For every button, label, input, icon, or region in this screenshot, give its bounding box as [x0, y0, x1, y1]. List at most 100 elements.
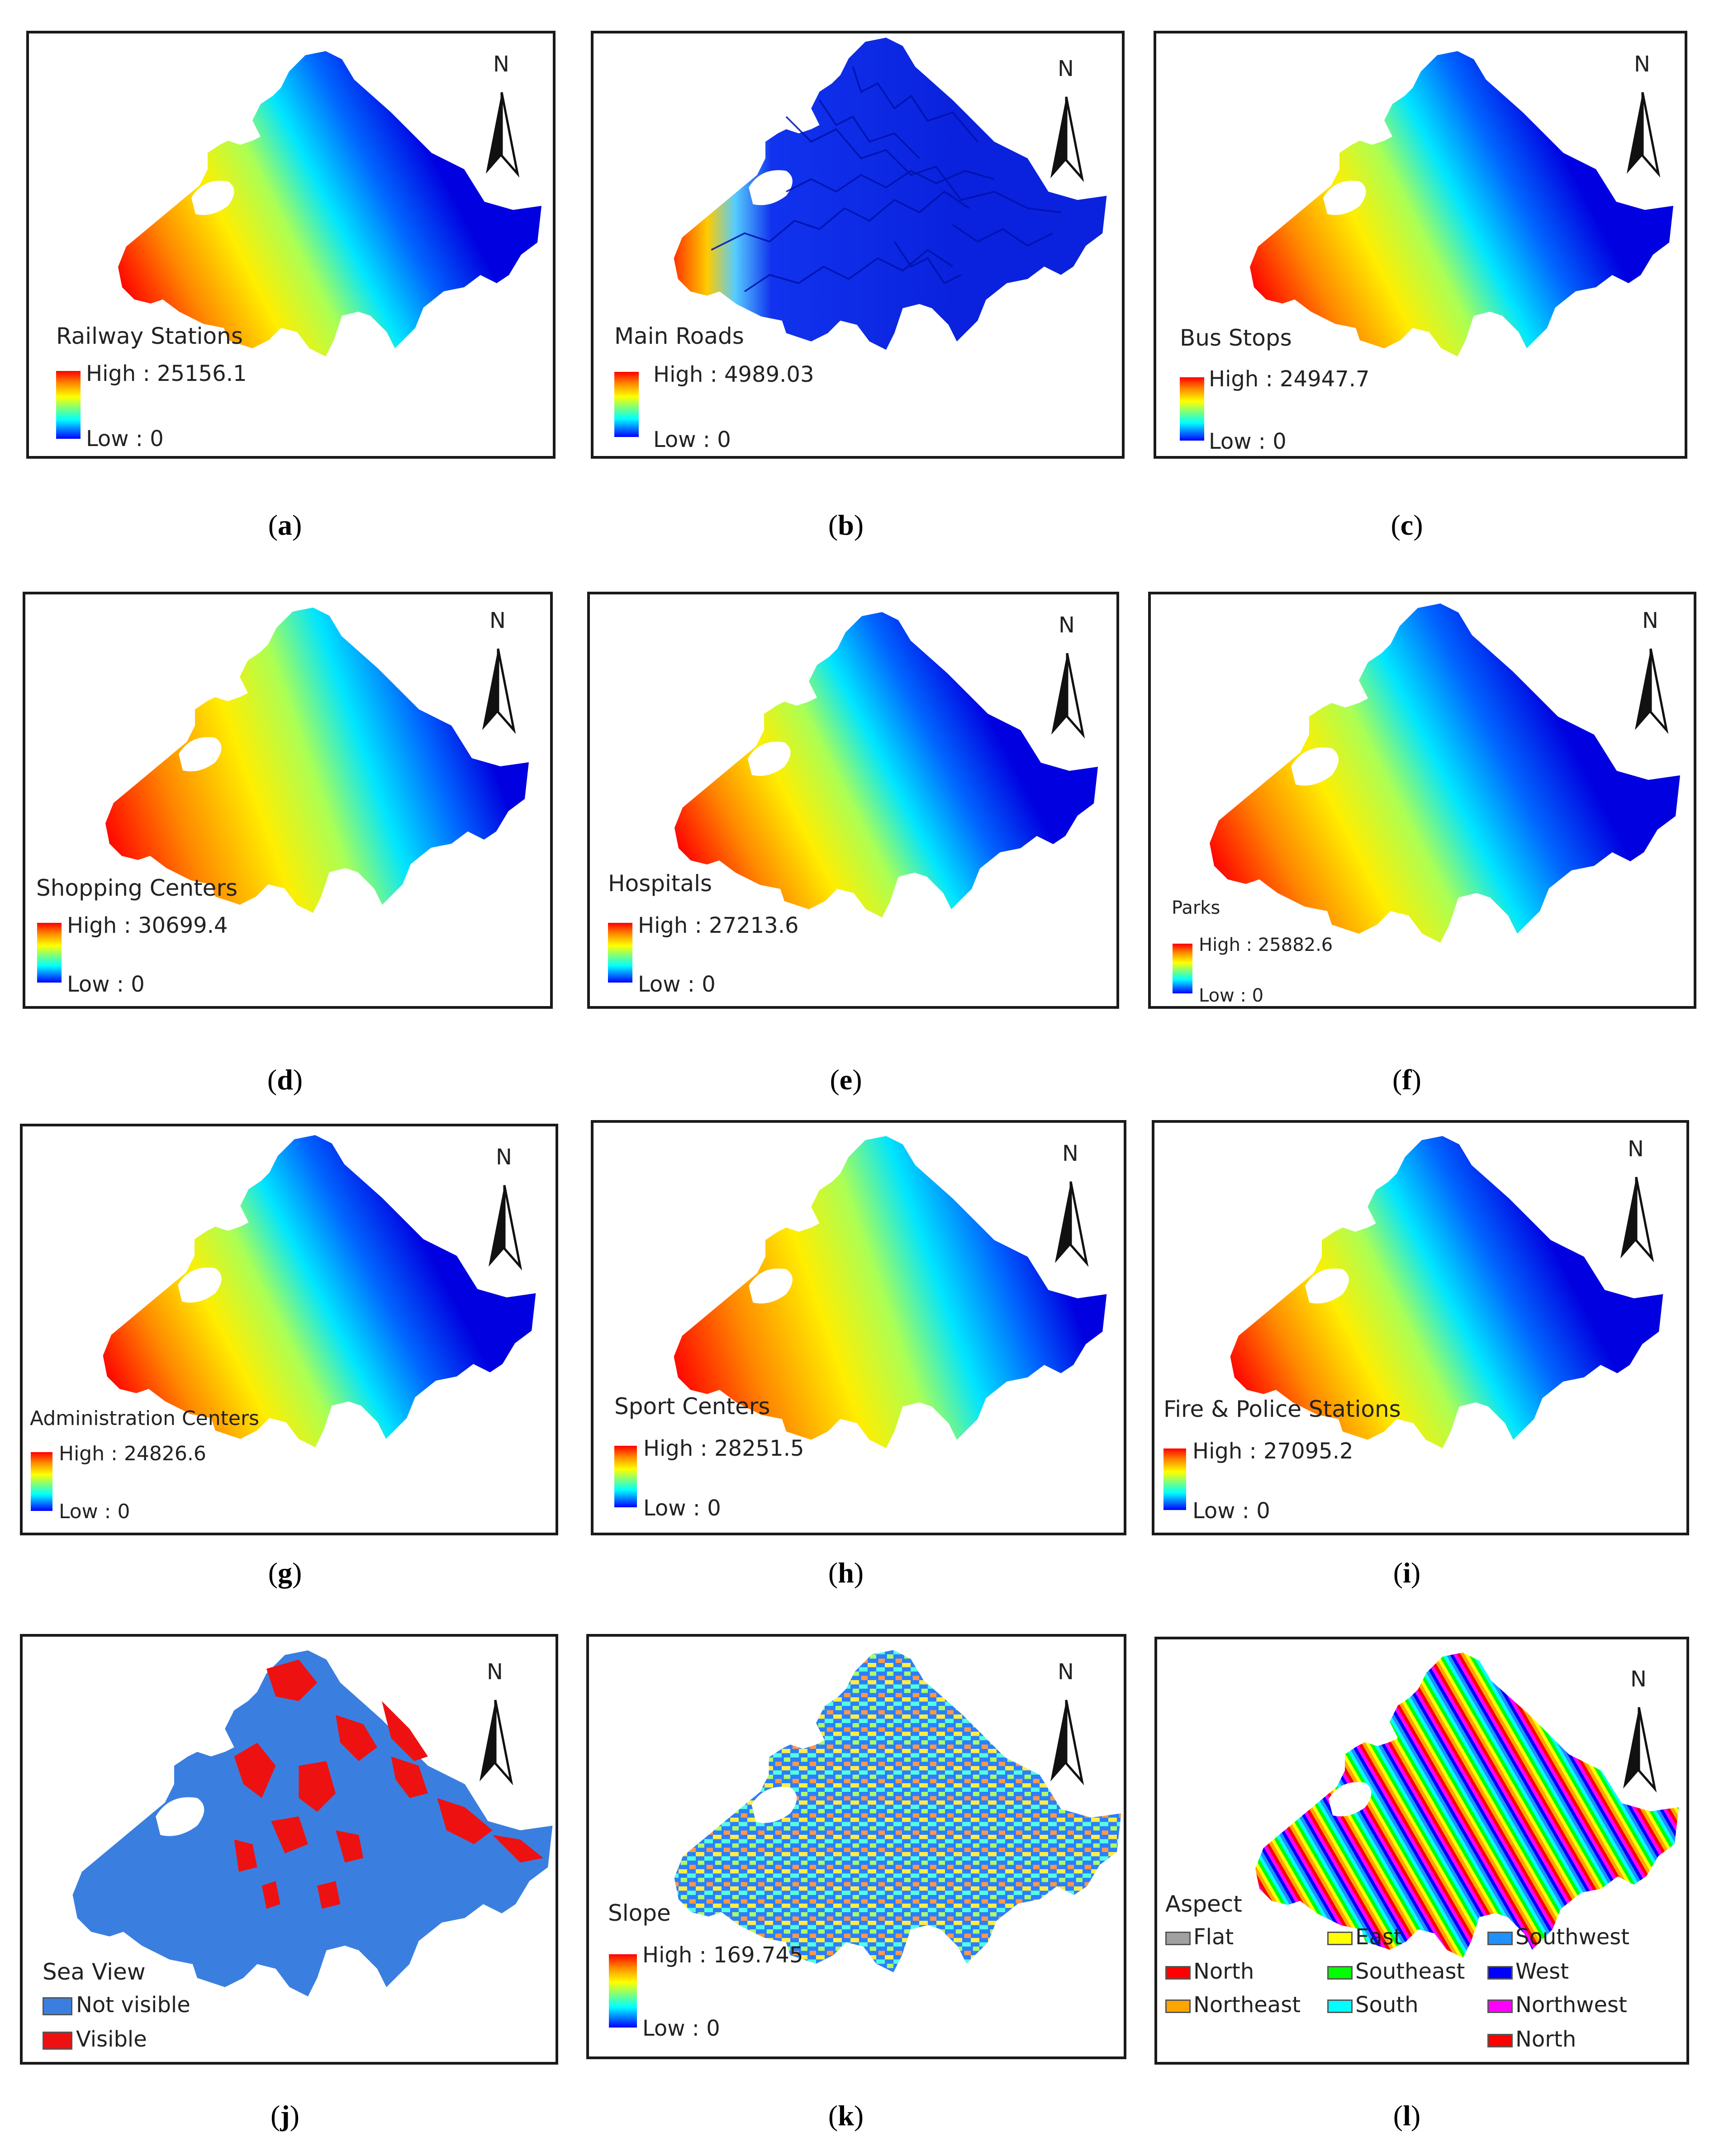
legend-flat: Flat — [1165, 1924, 1234, 1950]
map-title: Parks — [1172, 898, 1220, 918]
bus-stops-map — [1250, 51, 1673, 356]
high-value: High : 169.745 — [642, 1942, 803, 1968]
color-ramp — [609, 1954, 637, 2028]
north-arrow-icon — [1618, 65, 1667, 178]
color-ramp — [614, 1446, 637, 1507]
low-value: Low : 0 — [643, 1496, 721, 1521]
low-value: Low : 0 — [638, 972, 716, 997]
north-arrow-icon — [1626, 622, 1676, 735]
north-label: N — [496, 1144, 512, 1170]
legend-swatch — [1487, 1932, 1513, 1945]
north-arrow: N — [470, 1659, 520, 1781]
legend-southeast: Southeast — [1327, 1959, 1465, 1984]
north-arrow-icon — [470, 1673, 520, 1786]
legend-northwest: Northwest — [1487, 1992, 1627, 2018]
legend-swatch — [1487, 1966, 1513, 1980]
caption-l: (l) — [1393, 2099, 1421, 2132]
north-arrow-icon — [473, 622, 523, 735]
low-value: Low : 0 — [653, 427, 731, 452]
north-arrow: N — [1611, 1136, 1661, 1258]
map-panel-aspect: Aspect Flat North Northeast East Southea… — [1154, 1637, 1689, 2065]
north-label: N — [1642, 608, 1658, 633]
legend-swatch — [1165, 1932, 1191, 1945]
legend-swatch — [1487, 1999, 1513, 2013]
high-value: High : 25156.1 — [86, 361, 247, 386]
sea-view-map — [72, 1650, 553, 1997]
legend-not-visible: Not visible — [43, 1992, 190, 2018]
caption-j: (j) — [271, 2099, 299, 2132]
legend-swatch — [1487, 2034, 1513, 2047]
caption-i: (i) — [1393, 1557, 1421, 1589]
map-panel-railway-stations: Railway Stations High : 25156.1 Low : 0 … — [26, 31, 556, 459]
north-arrow: N — [1614, 1667, 1664, 1789]
north-arrow-icon — [480, 1158, 529, 1271]
map-panel-sport-centers: Sport Centers High : 28251.5 Low : 0 N — [591, 1120, 1126, 1535]
color-ramp — [614, 372, 639, 437]
map-title: Shopping Centers — [36, 875, 238, 901]
north-label: N — [489, 608, 506, 633]
color-ramp — [1173, 944, 1192, 993]
map-title: Fire & Police Stations — [1163, 1396, 1401, 1422]
legend-swatch — [43, 1997, 72, 2015]
caption-e: (e) — [830, 1064, 862, 1096]
legend-swatch — [43, 2032, 72, 2050]
map-title: Sea View — [43, 1959, 146, 1985]
color-ramp — [56, 371, 81, 439]
legend-southwest: Southwest — [1487, 1924, 1629, 1950]
caption-g: (g) — [268, 1557, 302, 1589]
north-arrow-icon — [1041, 1673, 1091, 1786]
low-value: Low : 0 — [86, 426, 164, 451]
low-value: Low : 0 — [1192, 1498, 1270, 1524]
legend-west: West — [1487, 1959, 1569, 1984]
north-arrow: N — [1618, 52, 1667, 174]
map-title: Railway Stations — [56, 323, 243, 349]
north-arrow-icon — [1041, 70, 1091, 183]
low-value: Low : 0 — [1199, 985, 1264, 1006]
north-arrow: N — [473, 608, 523, 730]
north-label: N — [1628, 1136, 1644, 1162]
map-panel-hospitals: Hospitals High : 27213.6 Low : 0 N — [587, 592, 1119, 1009]
high-value: High : 25882.6 — [1199, 935, 1333, 955]
caption-d: (d) — [267, 1064, 303, 1096]
map-panel-bus-stops: Bus Stops High : 24947.7 Low : 0 N — [1154, 31, 1687, 459]
legend-swatch — [1165, 1999, 1191, 2013]
legend-visible: Visible — [43, 2027, 147, 2052]
north-label: N — [1062, 1141, 1078, 1166]
north-arrow-icon — [1042, 626, 1092, 739]
legend-swatch — [1165, 1966, 1191, 1980]
map-title: Sport Centers — [614, 1393, 770, 1420]
caption-b: (b) — [828, 509, 864, 541]
north-label: N — [1058, 56, 1074, 81]
north-arrow-icon — [1611, 1150, 1661, 1263]
north-label: N — [1059, 613, 1075, 638]
map-panel-shopping-centers: Shopping Centers High : 30699.4 Low : 0 … — [23, 592, 553, 1009]
high-value: High : 4989.03 — [653, 362, 814, 387]
legend-north: North — [1165, 1959, 1254, 1984]
map-title: Administration Centers — [30, 1407, 259, 1430]
map-panel-fire-police-stations: Fire & Police Stations High : 27095.2 Lo… — [1152, 1120, 1689, 1535]
main-roads-map — [674, 38, 1107, 350]
caption-c: (c) — [1391, 509, 1423, 541]
high-value: High : 30699.4 — [67, 913, 228, 938]
low-value: Low : 0 — [1209, 429, 1287, 454]
caption-h: (h) — [828, 1557, 864, 1589]
north-arrow: N — [1626, 608, 1676, 730]
map-panel-main-roads: Main Roads High : 4989.03 Low : 0 N — [591, 31, 1125, 459]
north-arrow: N — [477, 52, 527, 174]
color-ramp — [1163, 1448, 1186, 1510]
legend-northeast: Northeast — [1165, 1992, 1301, 2018]
high-value: High : 24826.6 — [59, 1442, 206, 1465]
map-title: Hospitals — [608, 870, 712, 897]
low-value: Low : 0 — [642, 2016, 720, 2041]
north-arrow: N — [1041, 56, 1091, 178]
high-value: High : 24947.7 — [1209, 366, 1370, 392]
north-arrow-icon — [1046, 1154, 1096, 1268]
caption-k: (k) — [828, 2099, 864, 2132]
north-arrow: N — [480, 1144, 529, 1267]
color-ramp — [37, 923, 62, 983]
north-arrow: N — [1042, 613, 1092, 735]
map-panel-slope: Slope High : 169.745 Low : 0 N — [586, 1634, 1126, 2059]
caption-f: (f) — [1392, 1064, 1421, 1096]
high-value: High : 28251.5 — [643, 1436, 804, 1461]
color-ramp — [31, 1452, 52, 1511]
